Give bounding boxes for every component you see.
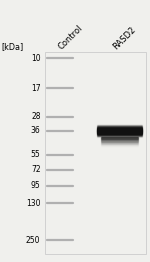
Text: 72: 72 xyxy=(31,165,40,174)
Text: 36: 36 xyxy=(31,126,40,135)
Text: 55: 55 xyxy=(31,150,40,159)
Text: RASD2: RASD2 xyxy=(111,25,137,51)
Text: 250: 250 xyxy=(26,236,40,245)
Text: 10: 10 xyxy=(31,54,40,63)
Text: 17: 17 xyxy=(31,84,40,93)
Text: 28: 28 xyxy=(31,112,40,121)
Text: 95: 95 xyxy=(31,181,40,190)
Text: Control: Control xyxy=(57,23,85,51)
Text: 130: 130 xyxy=(26,199,40,208)
Text: [kDa]: [kDa] xyxy=(2,42,24,51)
